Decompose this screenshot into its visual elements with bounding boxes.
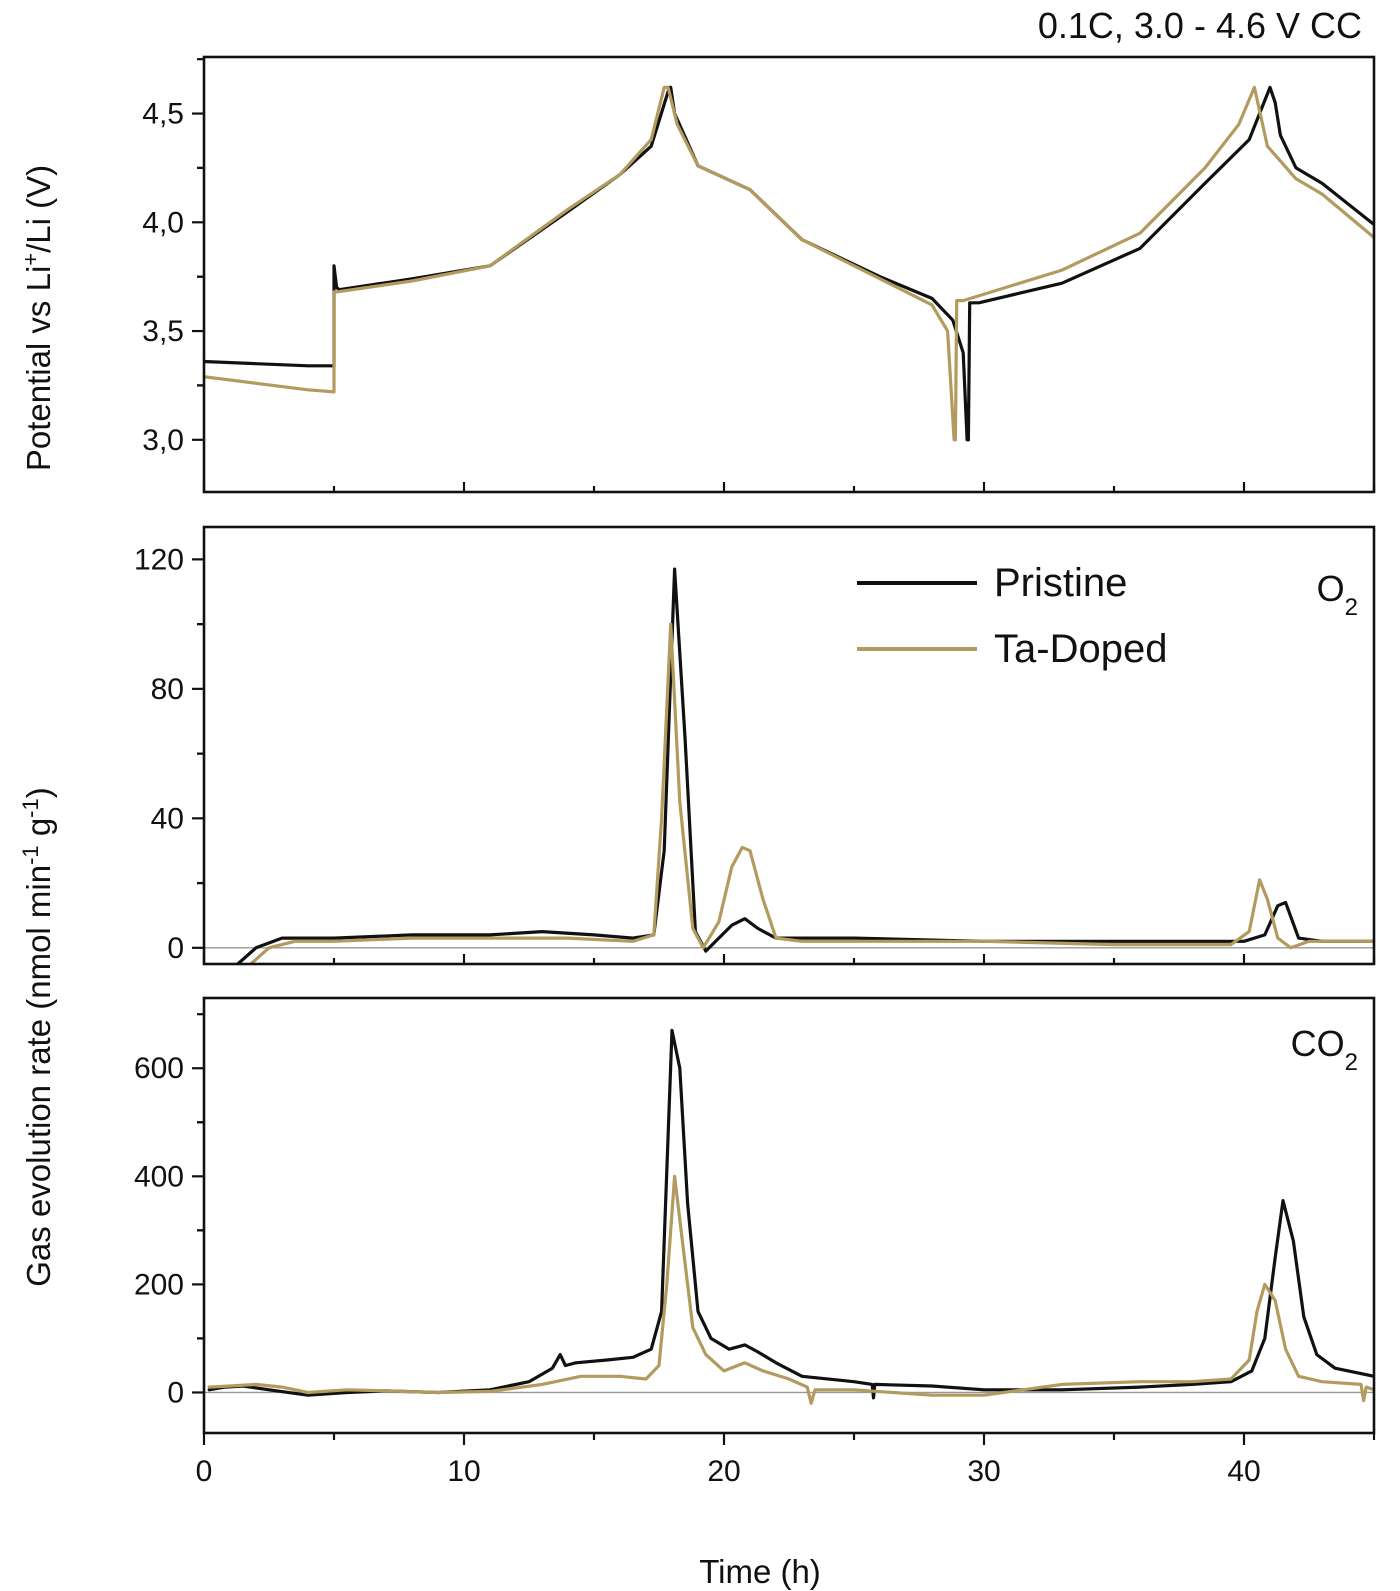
x-tick-label: 20 — [707, 1455, 740, 1488]
gas-ylabel: Gas evolution rate (nmol min-1 g-1) — [18, 787, 58, 1287]
gas-label-main: O — [1317, 568, 1345, 609]
gas-label-main: CO — [1291, 1023, 1345, 1064]
co2-panel: 0 200 400 600 0 10 20 30 40 CO2 — [134, 996, 1376, 1488]
y-tick-label: 4,5 — [142, 98, 184, 131]
series-ta-doped-line — [249, 622, 1374, 964]
gas-label-subscript: 2 — [1345, 594, 1358, 621]
series-ta-doped-line — [204, 85, 1374, 442]
y-tick-label: 0 — [167, 932, 184, 965]
potential-ylabel-part1: Potential vs Li — [20, 266, 57, 471]
co2-gas-label: CO2 — [1291, 1023, 1358, 1076]
potential-ylabel-superscript: + — [18, 253, 43, 266]
series-ta-doped-line — [207, 1174, 1374, 1405]
x-tick-label: 30 — [967, 1455, 1000, 1488]
x-tick-label: 0 — [196, 1455, 213, 1488]
x-tick-label: 10 — [447, 1455, 480, 1488]
legend-label-pristine: Pristine — [994, 561, 1127, 605]
gas-ylabel-part2: g — [20, 818, 57, 846]
plot-frame — [202, 55, 1376, 494]
y-tick-label: 3,0 — [142, 424, 184, 457]
series-pristine-line — [207, 1028, 1374, 1400]
y-tick-label: 120 — [134, 543, 184, 576]
series-pristine-line — [204, 85, 1374, 442]
gas-ylabel-part1: Gas evolution rate (nmol min — [20, 865, 57, 1287]
y-tick-label: 80 — [151, 673, 184, 706]
legend-label-ta-doped: Ta-Doped — [994, 627, 1167, 671]
y-tick-label: 3,5 — [142, 315, 184, 348]
y-tick-label: 0 — [167, 1376, 184, 1409]
y-tick-label: 600 — [134, 1052, 184, 1085]
potential-panel: 3,0 3,5 4,0 4,5 — [142, 55, 1376, 494]
potential-ylabel: Potential vs Li+/Li (V) — [18, 165, 58, 471]
y-tick-label: 400 — [134, 1160, 184, 1193]
gas-ylabel-sup1: -1 — [18, 845, 43, 865]
x-tick-label: 40 — [1227, 1455, 1260, 1488]
gas-ylabel-part3: ) — [20, 787, 57, 798]
x-axis-title: Time (h) — [699, 1553, 821, 1590]
series-pristine-line — [236, 567, 1374, 964]
condition-label: 0.1C, 3.0 - 4.6 V CC — [1038, 5, 1362, 46]
gas-ylabel-sup2: -1 — [18, 798, 43, 818]
plot-frame — [202, 525, 1376, 966]
gas-label-subscript: 2 — [1345, 1049, 1358, 1076]
y-tick-label: 4,0 — [142, 206, 184, 239]
plot-frame — [202, 996, 1376, 1435]
potential-ylabel-part3: /Li (V) — [20, 165, 57, 253]
y-tick-label: 200 — [134, 1268, 184, 1301]
o2-panel: 0 40 80 120 O2 Pristine Ta-Doped — [134, 525, 1376, 966]
y-tick-label: 40 — [151, 802, 184, 835]
o2-gas-label: O2 — [1317, 568, 1358, 621]
